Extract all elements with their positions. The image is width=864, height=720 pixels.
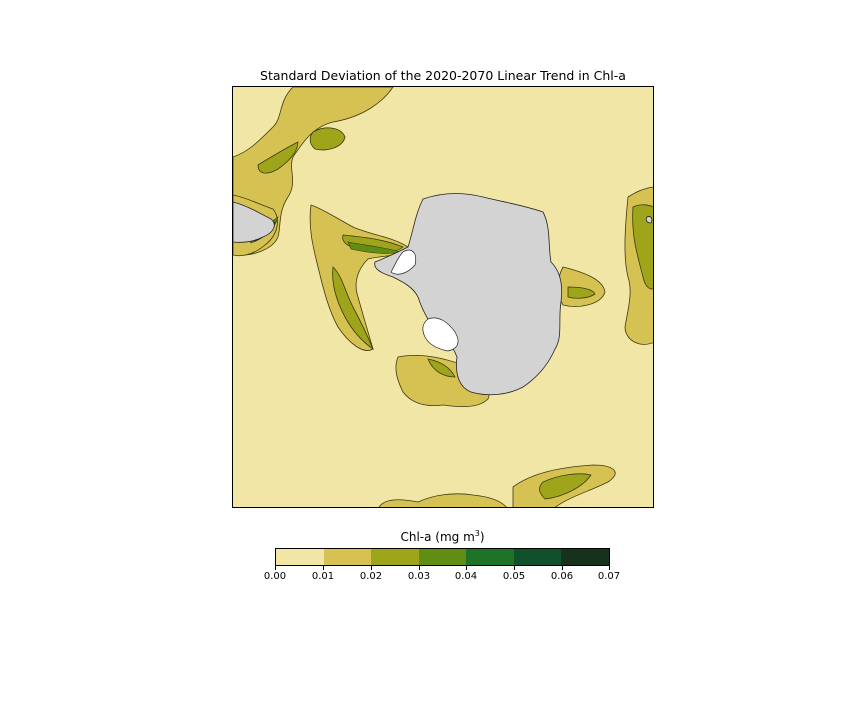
colorbar-segment <box>323 549 372 565</box>
colorbar-ticks: 0.00 0.01 0.02 0.03 0.04 0.05 0.06 0.07 <box>264 566 620 586</box>
contour-region-sa-streak <box>257 141 299 174</box>
contour-region-atlantic-blob <box>309 127 346 151</box>
colorbar-tick <box>419 566 420 570</box>
colorbar-segment <box>561 549 610 565</box>
island-east <box>645 216 653 224</box>
colorbar <box>275 548 610 566</box>
colorbar-tick-label: 0.02 <box>359 571 383 582</box>
colorbar-tick <box>371 566 372 570</box>
colorbar-tick-label: 0.04 <box>454 571 478 582</box>
ronne-ice-shelf <box>390 249 417 275</box>
colorbar-tick <box>323 566 324 570</box>
ice-shelves <box>390 249 459 352</box>
colorbar-segment <box>276 549 324 565</box>
map-title: Standard Deviation of the 2020-2070 Line… <box>260 68 626 83</box>
colorbar-tick <box>466 566 467 570</box>
colorbar-tick-label: 0.00 <box>263 571 287 582</box>
contour-level-0-01 <box>233 87 653 507</box>
colorbar-tick-label: 0.01 <box>311 571 335 582</box>
colorbar-tick <box>275 566 276 570</box>
contour-region-weddell <box>557 266 606 307</box>
contour-region-bottom-right-inner <box>539 473 592 500</box>
colorbar-segment <box>418 549 467 565</box>
contour-region-weddell-inner <box>567 286 596 299</box>
contour-region-east-inner <box>632 204 653 290</box>
colorbar-tick <box>609 566 610 570</box>
southamerica-landmass <box>233 201 275 243</box>
contour-region-ross-inner <box>427 358 456 378</box>
land <box>233 193 653 396</box>
colorbar-segment <box>466 549 514 565</box>
colorbar-tick-label: 0.06 <box>550 571 574 582</box>
colorbar-segment <box>513 549 562 565</box>
colorbar-label: Chl-a (mg m3) <box>400 529 485 544</box>
colorbar-tick <box>562 566 563 570</box>
polar-map <box>232 86 654 508</box>
colorbar-tick-label: 0.07 <box>597 571 621 582</box>
contour-region-peninsula-coast <box>332 266 374 351</box>
contour-region-bottom-mid <box>378 493 507 507</box>
ross-ice-shelf <box>422 317 459 352</box>
contour-level-0-02 <box>257 127 653 500</box>
colorbar-segment <box>371 549 419 565</box>
colorbar-tick-label: 0.05 <box>502 571 526 582</box>
colorbar-tick-label: 0.03 <box>407 571 431 582</box>
colorbar-tick <box>514 566 515 570</box>
antarctica-landmass <box>374 193 563 396</box>
